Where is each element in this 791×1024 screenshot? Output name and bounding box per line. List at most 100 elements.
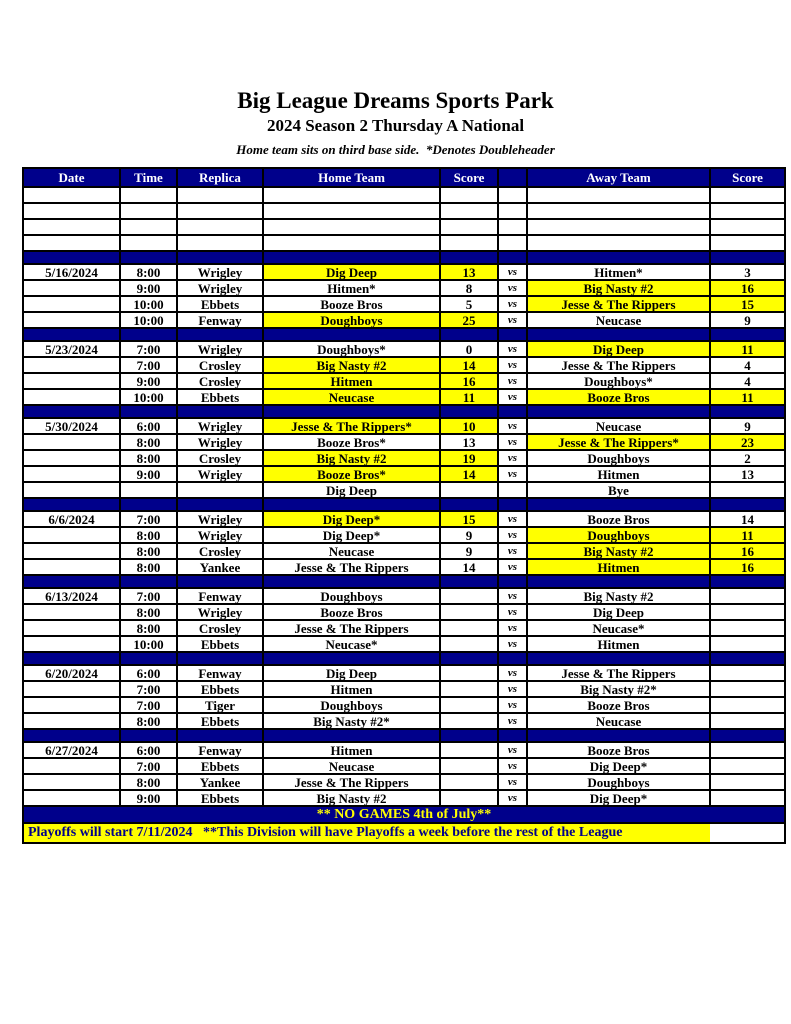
replica-cell: Fenway: [176, 311, 264, 329]
game-row: 9:00 Wrigley Hitmen* 8 vs Big Nasty #2 16: [22, 279, 786, 297]
away-score-cell: [709, 773, 786, 791]
home-score-cell: 11: [439, 388, 499, 406]
header-vs: [497, 167, 528, 188]
home-score-cell: [439, 789, 499, 807]
home-team-cell: Doughboys: [262, 587, 441, 605]
replica-cell: Wrigley: [176, 279, 264, 297]
game-row: 5/16/2024 8:00 Wrigley Dig Deep 13 vs Hitmen* 3: [22, 263, 786, 281]
away-score-cell: [709, 664, 786, 682]
away-score-cell: [709, 757, 786, 775]
game-row: 9:00 Crosley Hitmen 16 vs Doughboys* 4: [22, 372, 786, 390]
time-cell: [119, 481, 178, 499]
vs-cell: vs: [497, 635, 528, 653]
home-score-cell: [439, 603, 499, 621]
home-team-cell: Dig Deep: [262, 664, 441, 682]
separator-row: [22, 651, 786, 666]
replica-cell: Crosley: [176, 356, 264, 374]
home-team-cell: Hitmen: [262, 680, 441, 698]
game-row: 7:00 Tiger Doughboys vs Booze Bros: [22, 696, 786, 714]
home-team-cell: Doughboys*: [262, 340, 441, 358]
away-score-cell: 11: [709, 526, 786, 544]
date-cell: [22, 603, 121, 621]
home-score-cell: [439, 587, 499, 605]
home-team-cell: Dig Deep: [262, 263, 441, 281]
away-team-cell: Booze Bros: [526, 696, 711, 714]
date-cell: [22, 356, 121, 374]
date-cell: [22, 218, 121, 236]
replica-cell: Ebbets: [176, 295, 264, 313]
replica-cell: Yankee: [176, 558, 264, 576]
away-team-cell: Big Nasty #2: [526, 587, 711, 605]
time-cell: 8:00: [119, 433, 178, 451]
game-row: 5/30/2024 6:00 Wrigley Jesse & The Rippers*…: [22, 417, 786, 435]
away-score-cell: [709, 789, 786, 807]
separator-cell: [176, 327, 264, 342]
home-score-cell: [439, 712, 499, 730]
separator-cell: [439, 728, 499, 743]
home-score-cell: [439, 481, 499, 499]
time-cell: 9:00: [119, 372, 178, 390]
home-score-cell: 13: [439, 263, 499, 281]
away-team-cell: Doughboys: [526, 773, 711, 791]
game-row: 8:00 Crosley Big Nasty #2 19 vs Doughboys 2: [22, 449, 786, 467]
home-score-cell: 9: [439, 542, 499, 560]
vs-cell: vs: [497, 696, 528, 714]
separator-cell: [439, 250, 499, 265]
away-team-cell: Bye: [526, 481, 711, 499]
time-cell: 8:00: [119, 558, 178, 576]
date-cell: 6/27/2024: [22, 741, 121, 759]
time-cell: 8:00: [119, 542, 178, 560]
page-title: Big League Dreams Sports Park: [237, 88, 554, 113]
away-score-cell: [709, 202, 786, 220]
game-row: 8:00 Wrigley Dig Deep* 9 vs Doughboys 11: [22, 526, 786, 544]
separator-row: [22, 574, 786, 589]
separator-row: [22, 404, 786, 419]
home-team-cell: Jesse & The Rippers: [262, 773, 441, 791]
replica-cell: Yankee: [176, 773, 264, 791]
replica-cell: Crosley: [176, 449, 264, 467]
separator-cell: [439, 651, 499, 666]
away-team-cell: Big Nasty #2*: [526, 680, 711, 698]
home-score-cell: [439, 757, 499, 775]
separator-row: [22, 728, 786, 743]
vs-cell: vs: [497, 664, 528, 682]
time-cell: 10:00: [119, 388, 178, 406]
game-row: 7:00 Ebbets Neucase vs Dig Deep*: [22, 757, 786, 775]
away-team-cell: Booze Bros: [526, 510, 711, 528]
playoffs-note: Playoffs will start 7/11/2024 **This Div…: [23, 823, 710, 843]
replica-cell: [176, 218, 264, 236]
vs-cell: vs: [497, 558, 528, 576]
away-team-cell: Hitmen*: [526, 263, 711, 281]
home-team-cell: Big Nasty #2: [262, 789, 441, 807]
away-score-cell: [709, 603, 786, 621]
home-score-cell: [439, 186, 499, 204]
vs-cell: vs: [497, 526, 528, 544]
date-cell: [22, 542, 121, 560]
separator-cell: [262, 497, 441, 512]
home-team-cell: [262, 186, 441, 204]
away-team-cell: [526, 218, 711, 236]
game-row: 8:00 Yankee Jesse & The Rippers 14 vs Hitmen 1…: [22, 558, 786, 576]
away-team-cell: Booze Bros: [526, 741, 711, 759]
date-cell: [22, 696, 121, 714]
home-team-cell: Hitmen: [262, 372, 441, 390]
date-cell: [22, 202, 121, 220]
vs-cell: [497, 218, 528, 236]
away-team-cell: Jesse & The Rippers: [526, 356, 711, 374]
separator-cell: [709, 327, 786, 342]
date-cell: [22, 789, 121, 807]
date-cell: [22, 372, 121, 390]
home-score-cell: [439, 218, 499, 236]
separator-cell: [709, 250, 786, 265]
away-team-cell: Jesse & The Rippers: [526, 295, 711, 313]
date-cell: [22, 433, 121, 451]
home-team-cell: Doughboys: [262, 311, 441, 329]
schedule-table: Date Time Replica Home Team Score Away T…: [22, 167, 786, 844]
replica-cell: [176, 234, 264, 252]
vs-cell: vs: [497, 433, 528, 451]
time-cell: 7:00: [119, 696, 178, 714]
home-team-cell: Booze Bros*: [262, 465, 441, 483]
away-team-cell: [526, 202, 711, 220]
separator-cell: [22, 728, 121, 743]
replica-cell: Crosley: [176, 619, 264, 637]
